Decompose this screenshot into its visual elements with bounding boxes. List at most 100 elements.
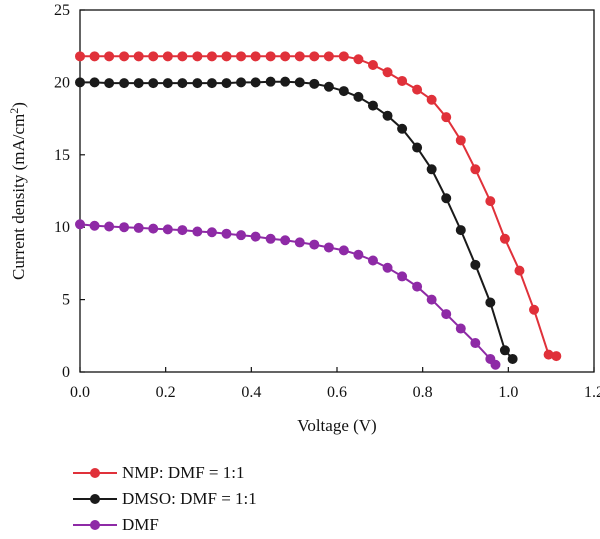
data-point xyxy=(89,220,100,231)
data-point xyxy=(236,51,247,62)
plot-frame xyxy=(79,9,595,373)
data-point xyxy=(499,233,510,244)
data-point xyxy=(104,78,115,89)
legend-item-dmso: DMSO: DMF = 1:1 xyxy=(72,486,257,512)
data-point xyxy=(382,110,393,121)
data-point xyxy=(470,259,481,270)
series-line xyxy=(80,55,557,358)
data-point xyxy=(133,51,144,62)
data-point xyxy=(192,226,203,237)
legend-item-nmp: NMP: DMF = 1:1 xyxy=(72,460,257,486)
data-point xyxy=(323,81,334,92)
data-point xyxy=(470,164,481,175)
data-point xyxy=(162,224,173,235)
y-axis-title-main: Current density (mA/cm xyxy=(9,114,28,280)
data-point xyxy=(455,135,466,146)
data-point xyxy=(426,294,437,305)
y-axis-title-superscript: 2 xyxy=(7,108,21,114)
data-point xyxy=(236,230,247,241)
y-tick-label: 0 xyxy=(62,364,70,381)
data-point xyxy=(104,51,115,62)
data-point xyxy=(177,78,188,89)
legend-label-nmp: NMP: DMF = 1:1 xyxy=(122,463,245,482)
data-point xyxy=(309,51,320,62)
data-point xyxy=(75,51,86,62)
data-point xyxy=(206,51,217,62)
data-point xyxy=(250,231,261,242)
data-point xyxy=(485,196,496,207)
data-point xyxy=(294,77,305,88)
data-point xyxy=(294,237,305,248)
data-point xyxy=(221,51,232,62)
y-tick-label: 25 xyxy=(54,2,70,19)
data-point xyxy=(499,345,510,356)
legend-item-dmf: DMF xyxy=(72,512,257,538)
legend: NMP: DMF = 1:1 DMSO: DMF = 1:1 DMF xyxy=(72,460,257,538)
x-tick-label: 0.6 xyxy=(327,384,347,401)
data-point xyxy=(353,54,364,65)
data-point xyxy=(119,78,130,89)
data-point xyxy=(265,76,276,87)
data-point xyxy=(323,242,334,253)
data-point xyxy=(353,249,364,260)
x-tick-label: 0.2 xyxy=(156,384,176,401)
data-point xyxy=(455,323,466,334)
data-point xyxy=(192,78,203,89)
data-point xyxy=(529,304,540,315)
data-point xyxy=(367,100,378,111)
data-point xyxy=(397,271,408,282)
legend-label-dmf: DMF xyxy=(122,515,159,534)
data-point xyxy=(367,60,378,71)
x-tick-label: 0.0 xyxy=(70,384,90,401)
data-point xyxy=(177,51,188,62)
data-point xyxy=(309,78,320,89)
y-tick-label: 5 xyxy=(62,292,70,309)
data-point xyxy=(133,222,144,233)
data-point xyxy=(382,262,393,273)
y-tick-label: 20 xyxy=(54,74,70,91)
data-point xyxy=(162,78,173,89)
y-axis-title-close: ) xyxy=(9,102,28,108)
data-point xyxy=(338,245,349,256)
data-point xyxy=(177,225,188,236)
legend-swatch-dmf xyxy=(73,520,117,530)
data-point xyxy=(250,51,261,62)
data-point xyxy=(338,51,349,62)
x-axis-title: Voltage (V) xyxy=(297,416,376,435)
y-tick-label: 10 xyxy=(54,219,70,236)
data-point xyxy=(119,222,130,233)
data-point xyxy=(397,123,408,134)
data-point xyxy=(206,78,217,89)
legend-swatch-dmso xyxy=(73,494,117,504)
data-point xyxy=(490,359,501,370)
series-2 xyxy=(75,76,518,364)
data-point xyxy=(89,77,100,88)
data-point xyxy=(353,91,364,102)
data-point xyxy=(294,51,305,62)
data-point xyxy=(367,255,378,266)
data-point xyxy=(192,51,203,62)
data-point xyxy=(280,235,291,246)
data-point xyxy=(382,67,393,78)
y-axis-ticks: 0 5 10 15 20 25 xyxy=(54,2,85,381)
x-tick-label: 1.2 xyxy=(584,384,600,401)
data-point xyxy=(280,51,291,62)
data-point xyxy=(265,51,276,62)
data-point xyxy=(507,353,518,364)
data-point xyxy=(162,51,173,62)
data-point xyxy=(250,77,261,88)
x-tick-label: 0.4 xyxy=(241,384,261,401)
data-point xyxy=(309,239,320,250)
data-point xyxy=(206,227,217,238)
series-3 xyxy=(75,219,501,370)
x-tick-label: 1.0 xyxy=(498,384,518,401)
data-point xyxy=(412,281,423,292)
data-point xyxy=(104,221,115,232)
data-point xyxy=(148,51,159,62)
data-point xyxy=(397,75,408,86)
data-point xyxy=(470,338,481,349)
y-tick-label: 15 xyxy=(54,147,70,164)
data-point xyxy=(485,297,496,308)
x-tick-label: 0.8 xyxy=(413,384,433,401)
legend-swatch-nmp xyxy=(73,468,117,478)
